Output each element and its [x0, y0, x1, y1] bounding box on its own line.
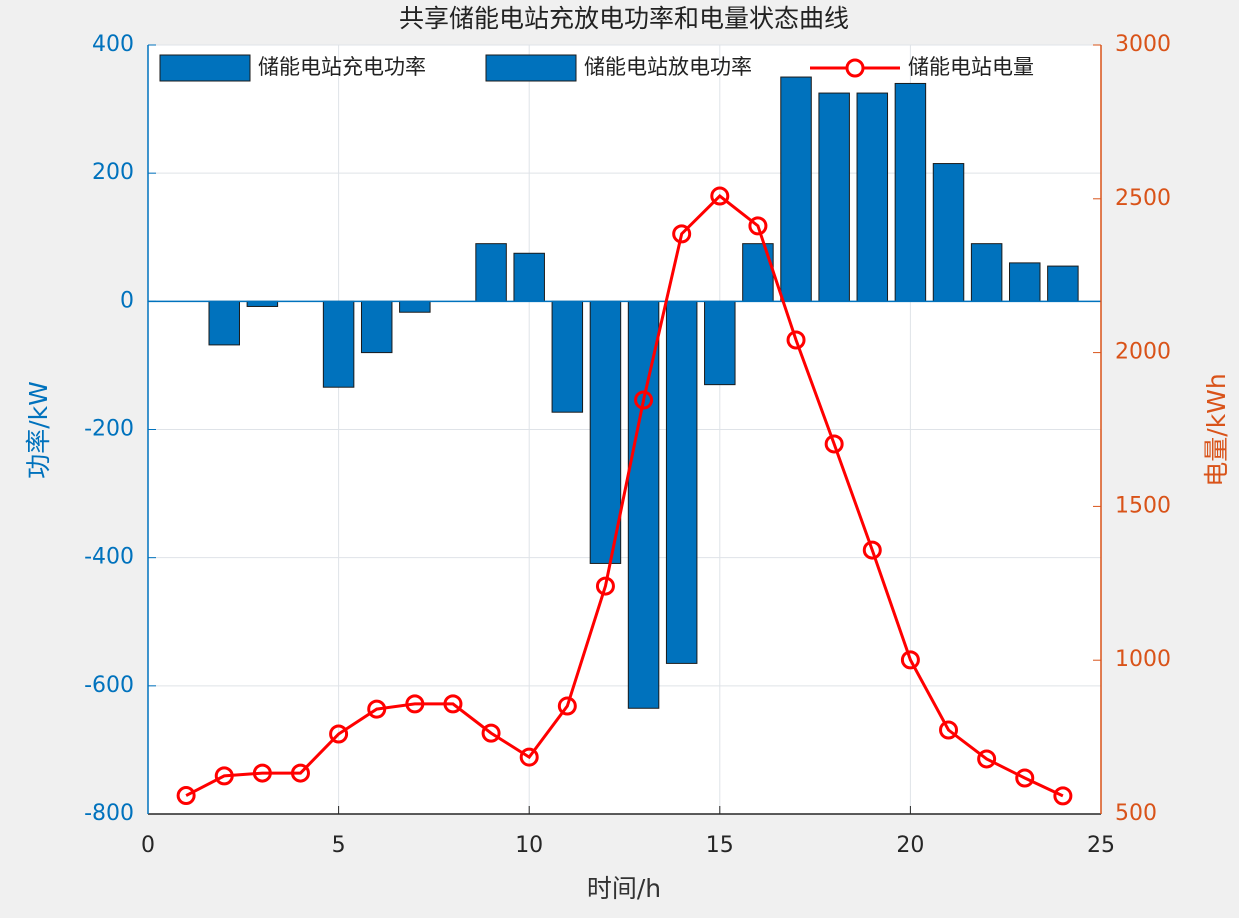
x-tick-label: 20 [896, 833, 924, 858]
bar [970, 243, 1003, 302]
x-tick-label: 5 [332, 833, 346, 858]
marker [900, 650, 920, 670]
marker [824, 434, 844, 454]
y2-tick-label: 2000 [1115, 340, 1171, 365]
marker [748, 216, 768, 236]
y2-tick-label: 500 [1115, 801, 1157, 826]
marker [977, 749, 997, 769]
y2-tick-label: 3000 [1115, 32, 1171, 57]
bar [1009, 262, 1041, 302]
marker [786, 330, 806, 350]
y-tick-label: -600 [84, 673, 134, 698]
x-axis-label: 时间/h [587, 874, 661, 903]
marker [176, 786, 196, 806]
legend-marker [845, 58, 865, 78]
bar [894, 82, 927, 302]
chart-title: 共享储能电站充放电功率和电量状态曲线 [399, 4, 849, 33]
marker [595, 576, 615, 596]
bar [818, 92, 850, 302]
y2-tick-label: 2500 [1115, 186, 1171, 211]
bar [856, 92, 889, 302]
bar [551, 300, 584, 413]
marker [939, 720, 959, 740]
y-axis-label: 功率/kW [24, 381, 53, 479]
y2-axis-label: 电量/kWh [1202, 373, 1231, 486]
bar [1047, 265, 1079, 302]
x-tick-label: 10 [515, 833, 543, 858]
bar [589, 300, 622, 564]
y-tick-label: -800 [84, 801, 134, 826]
marker [862, 540, 882, 560]
x-tick-label: 0 [141, 833, 155, 858]
bar [475, 243, 507, 302]
marker [481, 723, 501, 743]
marker [367, 699, 387, 719]
bar [780, 76, 812, 302]
marker [329, 724, 349, 744]
marker [557, 696, 577, 716]
y2-tick-label: 1000 [1115, 647, 1171, 672]
marker [214, 766, 234, 786]
x-tick-label: 25 [1087, 833, 1115, 858]
legend-swatch [485, 54, 577, 82]
bar [399, 300, 431, 313]
marker [710, 186, 730, 206]
marker [1015, 768, 1035, 788]
bar [665, 300, 698, 664]
bar [932, 163, 965, 302]
legend-label: 储能电站放电功率 [584, 55, 752, 79]
marker [405, 694, 425, 714]
marker [1053, 786, 1073, 806]
legend-label: 储能电站电量 [908, 55, 1034, 79]
bar [360, 300, 393, 354]
y-tick-label: 200 [92, 160, 134, 185]
bar [704, 300, 736, 386]
marker [672, 224, 692, 244]
bar [208, 300, 240, 346]
y-tick-label: -400 [84, 545, 134, 570]
x-tick-label: 15 [706, 833, 734, 858]
y-tick-label: -200 [84, 417, 134, 442]
marker [252, 763, 272, 783]
bar [322, 300, 355, 388]
bar [627, 300, 660, 709]
y-tick-label: 0 [120, 288, 134, 313]
marker [443, 694, 463, 714]
y-tick-label: 400 [92, 32, 134, 57]
marker [290, 763, 310, 783]
legend-swatch [159, 54, 251, 82]
legend-label: 储能电站充电功率 [258, 55, 426, 79]
bar [742, 243, 774, 302]
bar [513, 252, 545, 302]
y2-tick-label: 1500 [1115, 493, 1171, 518]
bar [246, 300, 279, 307]
marker [634, 390, 654, 410]
marker [519, 747, 539, 767]
